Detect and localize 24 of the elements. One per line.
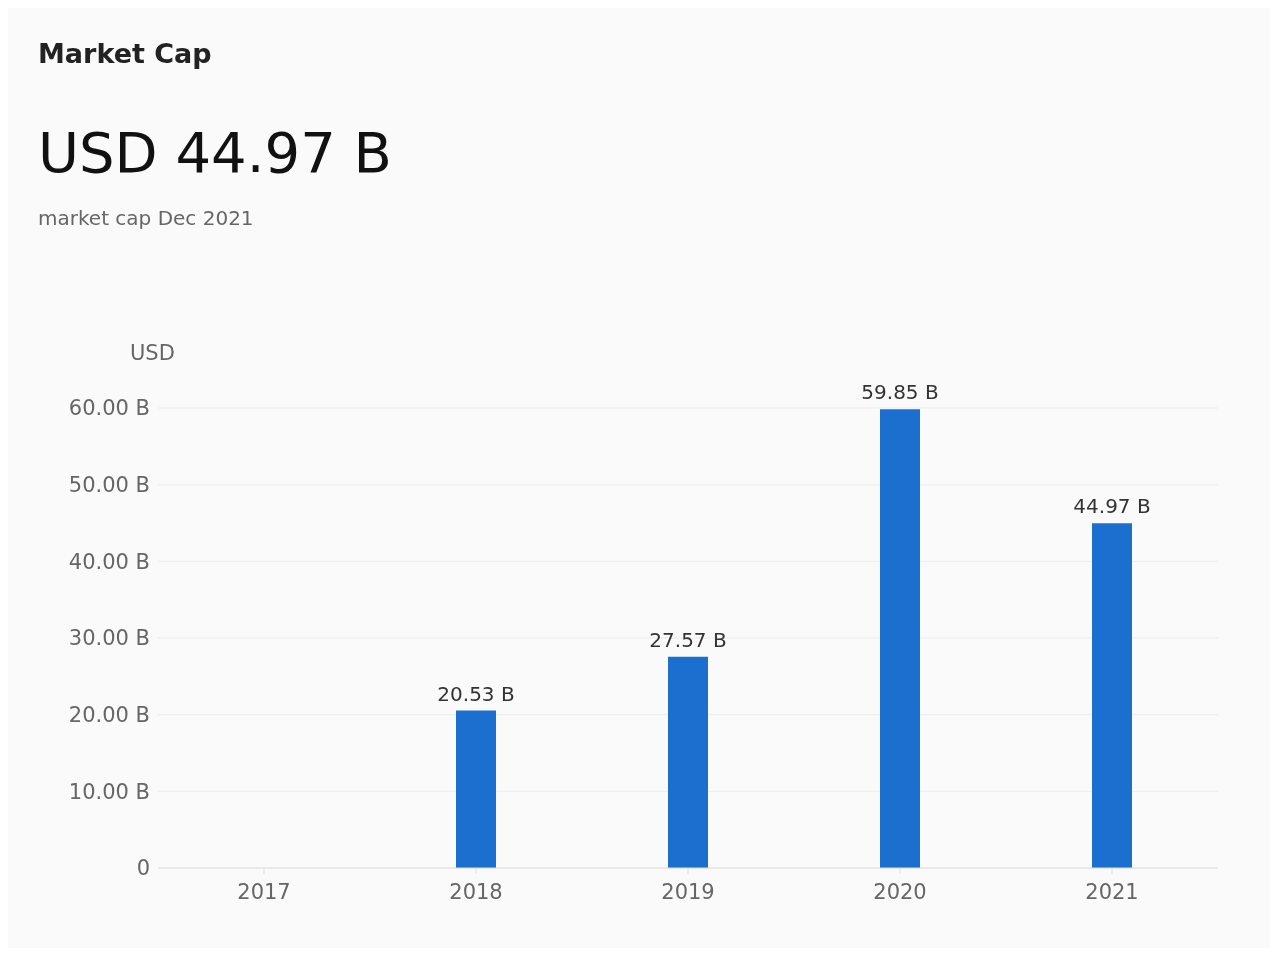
data-label: 27.57 B [649, 627, 727, 652]
bar [880, 409, 920, 868]
data-label: 44.97 B [1073, 494, 1151, 519]
x-tick-label: 2019 [661, 879, 715, 904]
text: market cap Dec 2021 [38, 206, 254, 230]
x-tick-label: 2020 [873, 879, 927, 904]
y-tick-label: 60.00 B [68, 396, 150, 421]
y-axis-title: USD [130, 341, 175, 365]
x-tick-label: 2017 [237, 879, 291, 904]
x-tick-label: 2021 [1085, 879, 1139, 904]
bar [456, 710, 496, 868]
y-tick-label: 20.00 B [68, 703, 150, 728]
chart-title: Market Cap [38, 38, 212, 69]
bar [668, 656, 708, 868]
y-tick-label: 30.00 B [68, 626, 150, 651]
bar [1092, 523, 1132, 868]
chart-subtitle: USD 44.97 B [38, 120, 392, 185]
y-tick-label: 10.00 B [68, 779, 150, 804]
data-label: 59.85 B [861, 380, 939, 405]
y-tick-label: 40.00 B [68, 549, 150, 574]
data-label: 20.53 B [437, 681, 515, 706]
x-tick-label: 2018 [449, 879, 503, 904]
y-tick-label: 50.00 B [68, 473, 150, 498]
y-tick-label: 0 [136, 856, 150, 881]
